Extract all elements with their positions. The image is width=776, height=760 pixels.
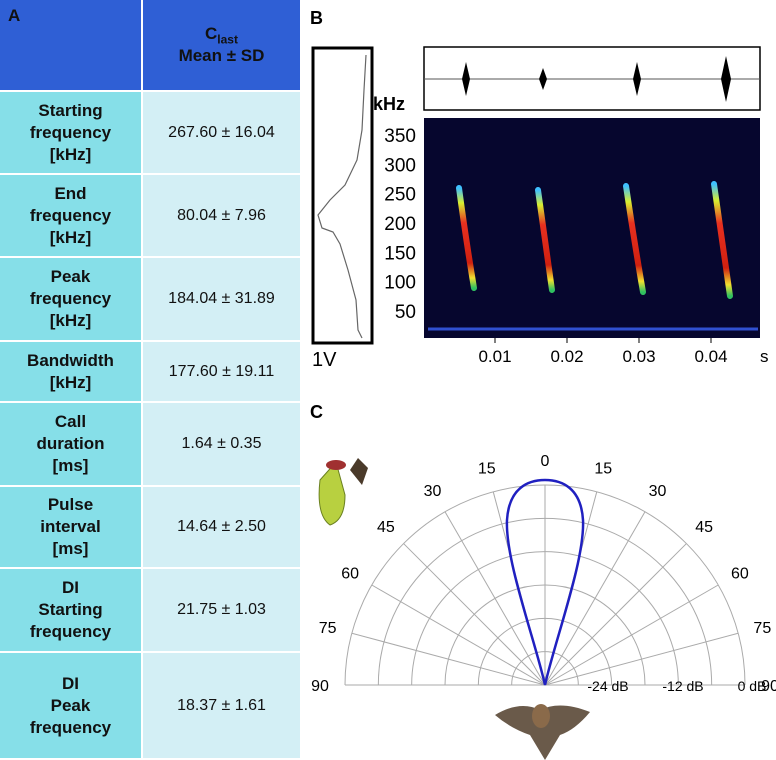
angle-label: 60: [731, 566, 749, 583]
amplitude-trace: [318, 55, 366, 338]
x-tick-label: 0.01: [478, 347, 511, 366]
y-tick-label: 100: [384, 273, 416, 294]
angle-label: 90: [311, 678, 329, 695]
spoke: [545, 585, 718, 685]
angle-label: 15: [478, 461, 496, 478]
y-tick-label: 200: [384, 214, 416, 235]
angle-label: 30: [649, 483, 667, 500]
y-tick-label: 50: [395, 302, 416, 323]
angle-label: 15: [594, 461, 612, 478]
angle-label: 60: [341, 566, 359, 583]
angle-label: 45: [377, 519, 395, 536]
angle-label: 45: [695, 519, 713, 536]
y-tick-label: 350: [384, 126, 416, 147]
angle-label: 75: [319, 620, 337, 637]
y-unit: kHz: [373, 94, 405, 114]
angle-label: 0: [541, 453, 550, 470]
polar-grid: [345, 485, 745, 685]
spoke: [545, 512, 645, 685]
x-tick-label: 0.02: [550, 347, 583, 366]
spoke: [545, 544, 686, 685]
angle-label: 30: [424, 483, 442, 500]
spectrogram: [424, 118, 760, 338]
x-tick-label: 0.04: [694, 347, 727, 366]
panel-label: C: [310, 402, 323, 422]
x-unit: s: [760, 347, 769, 366]
y-tick-label: 150: [384, 243, 416, 264]
amplitude-scale: 1V: [312, 349, 337, 371]
spoke: [404, 544, 545, 685]
db-label: -12 dB: [662, 678, 703, 694]
panel-label: B: [310, 8, 323, 28]
spoke: [445, 512, 545, 685]
bat-image: [495, 704, 590, 760]
db-label: -24 dB: [587, 678, 628, 694]
y-tick-label: 250: [384, 185, 416, 206]
figure: B C kHz 1V s 350300250200150100500.010.0…: [0, 0, 776, 760]
db-label: 0 dB: [738, 678, 767, 694]
y-tick-label: 300: [384, 155, 416, 176]
amplitude-box: [313, 48, 372, 343]
page: A Clast Mean ± SD Startingfrequency[kHz]…: [0, 0, 776, 760]
plant-image: [319, 458, 368, 525]
angle-label: 75: [753, 620, 771, 637]
spoke: [372, 585, 545, 685]
x-tick-label: 0.03: [622, 347, 655, 366]
